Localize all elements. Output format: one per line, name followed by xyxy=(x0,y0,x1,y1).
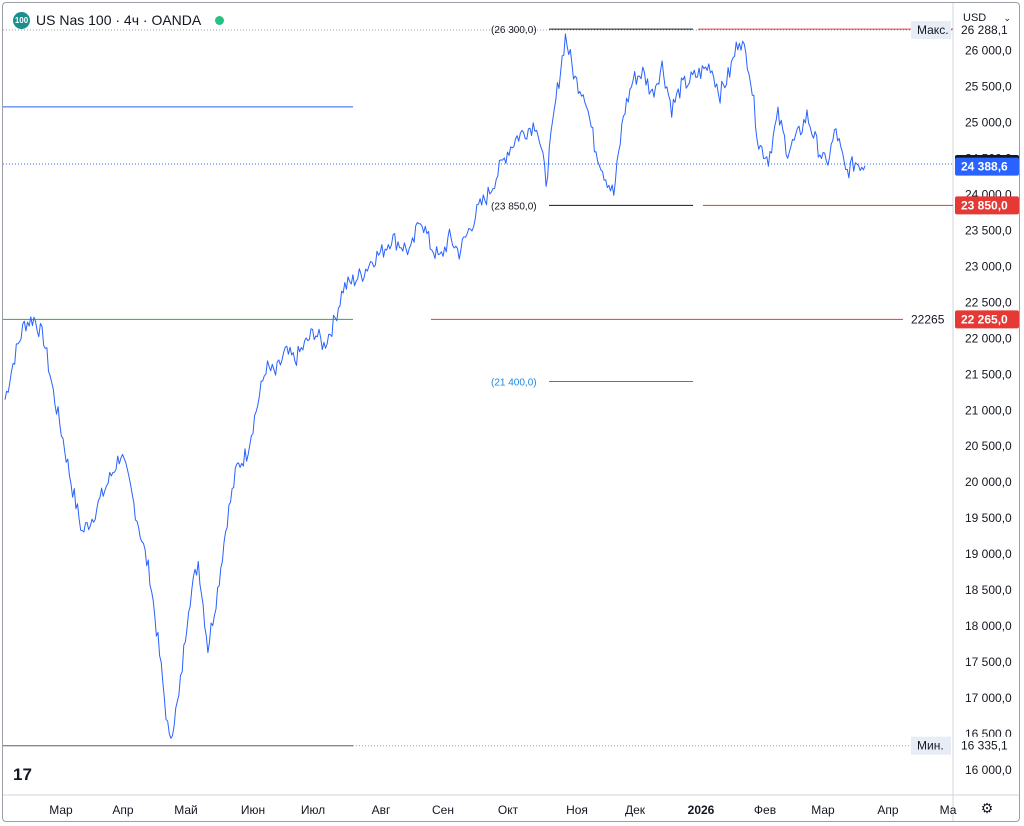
time-tick-label: Апр xyxy=(112,803,134,817)
price-tick-label: 22 000,0 xyxy=(965,331,1012,345)
price-tick-label: 25 000,0 xyxy=(965,116,1012,130)
price-tag-caption-bg xyxy=(911,736,951,755)
price-tick-label: 16 000,0 xyxy=(965,763,1012,777)
time-tick-label: Ма xyxy=(940,803,957,817)
price-tick-label: 19 500,0 xyxy=(965,511,1012,525)
price-tag-label: 24 388,6 xyxy=(961,160,1008,174)
time-tick-label: Фев xyxy=(754,803,776,817)
market-status-icon xyxy=(215,15,225,25)
time-tick-label: Дек xyxy=(625,803,646,817)
time-tick-label: Мар xyxy=(49,803,73,817)
tradingview-logo-icon: 17 xyxy=(13,765,32,784)
price-tag-bg xyxy=(955,21,1019,40)
currency-label: USD xyxy=(963,12,987,24)
price-tag-caption: Макс. xyxy=(917,23,949,37)
price-tag-label: 16 335,1 xyxy=(961,739,1008,753)
price-tag-label: 22 265,0 xyxy=(961,312,1008,326)
time-tick-label: Мар xyxy=(811,803,835,817)
price-tag-caption-bg xyxy=(911,21,951,40)
price-tick-label: 20 500,0 xyxy=(965,439,1012,453)
price-tick-label: 18 500,0 xyxy=(965,583,1012,597)
price-tag-label: 23 850,0 xyxy=(961,198,1008,212)
price-tick-label: 26 000,0 xyxy=(965,44,1012,58)
time-tick-label: Июн xyxy=(241,803,265,817)
price-tick-label: 23 500,0 xyxy=(965,224,1012,238)
price-tag-caption: Мин. xyxy=(917,739,944,753)
price-tag-bg xyxy=(955,196,1019,215)
level-label: (26 300,0) xyxy=(491,25,537,36)
price-tag-bg xyxy=(955,736,1019,755)
price-tick-label: 19 000,0 xyxy=(965,547,1012,561)
time-tick-label: Ноя xyxy=(566,803,588,817)
price-tag-label: 26 288,1 xyxy=(961,23,1008,37)
price-tick-label: 23 000,0 xyxy=(965,259,1012,273)
price-tick-label: 20 000,0 xyxy=(965,475,1012,489)
time-tick-label: Окт xyxy=(498,803,519,817)
price-tick-label: 21 500,0 xyxy=(965,367,1012,381)
price-tag-caption: 22265 xyxy=(911,312,945,326)
price-tick-label: 22 500,0 xyxy=(965,295,1012,309)
price-tick-label: 17 000,0 xyxy=(965,691,1012,705)
symbol-badge-icon: 100 xyxy=(13,11,30,29)
time-tick-label: Сен xyxy=(432,803,454,817)
price-tag-bg xyxy=(955,310,1019,329)
price-tick-label: 17 500,0 xyxy=(965,655,1012,669)
level-label: (23 850,0) xyxy=(491,201,537,212)
currency-selector-button[interactable]: USD ⌄ xyxy=(955,3,1019,33)
time-tick-label: Май xyxy=(174,803,198,817)
price-tick-label: 21 000,0 xyxy=(965,403,1012,417)
price-tag-bg xyxy=(955,157,1019,176)
price-tick-label: 18 000,0 xyxy=(965,619,1012,633)
level-label: (21 400,0) xyxy=(491,378,537,389)
chevron-down-icon: ⌄ xyxy=(1003,12,1011,23)
symbol-title[interactable]: US Nas 100 · 4ч · OANDA xyxy=(36,12,202,28)
price-tick-label: 25 500,0 xyxy=(965,80,1012,94)
gear-icon[interactable]: ⚙ xyxy=(980,799,994,816)
price-chart[interactable]: (26 300,0) (23 850,0) (21 400,0) 16 000,0 16… xyxy=(3,3,1020,822)
time-tick-label: Июл xyxy=(301,803,325,817)
time-tick-label: Авг xyxy=(372,803,391,817)
price-series-line xyxy=(4,33,866,739)
time-tick-label: 2026 xyxy=(688,803,715,817)
time-tick-label: Апр xyxy=(877,803,899,817)
symbol-header[interactable]: 100 US Nas 100 · 4ч · OANDA xyxy=(13,9,225,31)
price-tag-caption-bg xyxy=(905,310,951,329)
